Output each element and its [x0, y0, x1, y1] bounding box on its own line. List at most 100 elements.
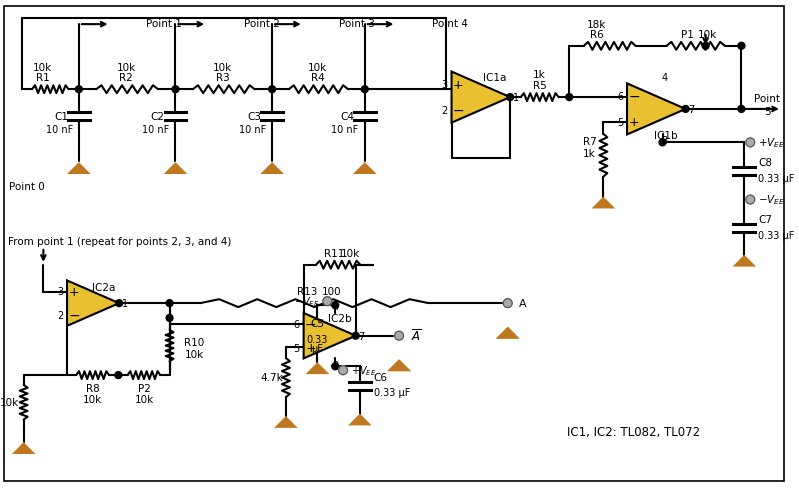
Circle shape — [172, 86, 179, 94]
Text: Point 2: Point 2 — [244, 19, 280, 29]
Polygon shape — [496, 327, 519, 339]
Text: 0.33 μF: 0.33 μF — [758, 174, 794, 183]
Circle shape — [507, 95, 514, 102]
Text: 6: 6 — [294, 319, 300, 329]
Text: −: − — [628, 90, 640, 104]
Text: IC2a: IC2a — [92, 283, 115, 293]
Text: R8: R8 — [85, 383, 100, 393]
Text: +: + — [453, 79, 463, 92]
Polygon shape — [67, 281, 119, 326]
Polygon shape — [274, 416, 298, 428]
Text: IC1b: IC1b — [654, 130, 678, 140]
Text: $-V_{EE}$: $-V_{EE}$ — [758, 193, 785, 207]
Text: 10k: 10k — [213, 62, 233, 72]
Polygon shape — [388, 360, 411, 371]
Text: 10 nF: 10 nF — [142, 124, 169, 134]
Text: R2: R2 — [119, 73, 133, 83]
Polygon shape — [306, 363, 329, 374]
Text: 10k: 10k — [117, 62, 136, 72]
Polygon shape — [353, 163, 376, 175]
Circle shape — [745, 196, 755, 204]
Text: 7: 7 — [689, 105, 694, 115]
Text: 1: 1 — [513, 93, 519, 103]
Text: 4: 4 — [662, 73, 667, 83]
Text: From point 1 (repeat for points 2, 3, and 4): From point 1 (repeat for points 2, 3, an… — [8, 237, 231, 246]
Circle shape — [503, 299, 512, 308]
Text: C2: C2 — [151, 112, 165, 122]
Text: 0.33: 0.33 — [307, 334, 328, 344]
Circle shape — [339, 366, 348, 375]
Text: 10k: 10k — [134, 394, 153, 404]
Text: 1: 1 — [122, 299, 128, 308]
Text: P1: P1 — [682, 30, 694, 40]
Text: C4: C4 — [340, 112, 354, 122]
Text: 0.33 μF: 0.33 μF — [758, 230, 794, 241]
Polygon shape — [348, 414, 372, 426]
Text: R6: R6 — [590, 30, 604, 40]
Text: 2: 2 — [57, 310, 63, 320]
Text: R7: R7 — [582, 137, 596, 147]
Text: +: + — [629, 116, 639, 129]
Text: 1k: 1k — [533, 70, 546, 80]
Text: 4: 4 — [332, 302, 338, 311]
Polygon shape — [591, 197, 615, 209]
Circle shape — [268, 86, 276, 94]
Text: R13: R13 — [296, 287, 317, 297]
Circle shape — [702, 43, 709, 50]
Text: 10 nF: 10 nF — [332, 124, 359, 134]
Text: 0.33 μF: 0.33 μF — [374, 387, 410, 397]
Text: 10k: 10k — [33, 62, 52, 72]
Text: 10k: 10k — [83, 394, 102, 404]
Text: R5: R5 — [533, 81, 547, 91]
Text: 10k: 10k — [185, 350, 204, 360]
Text: 10 nF: 10 nF — [239, 124, 266, 134]
Circle shape — [75, 86, 82, 94]
Circle shape — [166, 300, 173, 307]
Text: +: + — [305, 341, 316, 354]
Circle shape — [659, 140, 666, 146]
Polygon shape — [12, 442, 35, 454]
Text: Point: Point — [754, 94, 780, 104]
Text: 8: 8 — [662, 136, 667, 146]
Text: C8: C8 — [758, 158, 772, 168]
Text: $\overline{A}$: $\overline{A}$ — [411, 328, 422, 344]
Text: Point 0: Point 0 — [9, 182, 45, 191]
Text: 10k: 10k — [308, 62, 327, 72]
Text: 18k: 18k — [587, 20, 606, 30]
Text: A: A — [519, 299, 527, 308]
Text: Point 1: Point 1 — [146, 19, 182, 29]
Text: 2: 2 — [442, 106, 447, 116]
Text: 5: 5 — [617, 118, 623, 127]
Text: $+V_{EE}$: $+V_{EE}$ — [758, 136, 785, 150]
Text: C5: C5 — [311, 318, 324, 328]
Text: 3: 3 — [57, 287, 63, 297]
Text: 10k: 10k — [698, 30, 718, 40]
Text: C7: C7 — [758, 215, 772, 225]
Text: R11: R11 — [324, 248, 344, 258]
Text: 10 nF: 10 nF — [46, 124, 73, 134]
Text: Point 4: Point 4 — [431, 19, 467, 29]
Circle shape — [323, 297, 332, 306]
Text: IC2b: IC2b — [328, 313, 352, 323]
Text: R3: R3 — [216, 73, 229, 83]
Circle shape — [352, 332, 360, 340]
Text: 10k: 10k — [340, 248, 360, 258]
Text: 1k: 1k — [583, 149, 596, 159]
Circle shape — [566, 95, 573, 102]
Text: 4.7k: 4.7k — [260, 372, 284, 382]
Circle shape — [738, 106, 745, 113]
Circle shape — [115, 372, 121, 379]
Circle shape — [745, 139, 755, 147]
Polygon shape — [164, 163, 187, 175]
Text: 3: 3 — [442, 80, 447, 90]
Text: C6: C6 — [374, 372, 388, 382]
Circle shape — [166, 315, 173, 322]
Text: P2: P2 — [137, 383, 150, 393]
Text: 5: 5 — [764, 107, 770, 117]
Text: C1: C1 — [54, 112, 68, 122]
Text: $-V_{EE}$: $-V_{EE}$ — [294, 295, 320, 308]
Text: +: + — [69, 285, 79, 298]
Text: C3: C3 — [248, 112, 261, 122]
Polygon shape — [388, 360, 411, 371]
Text: $+V_{EE}$: $+V_{EE}$ — [351, 364, 376, 377]
